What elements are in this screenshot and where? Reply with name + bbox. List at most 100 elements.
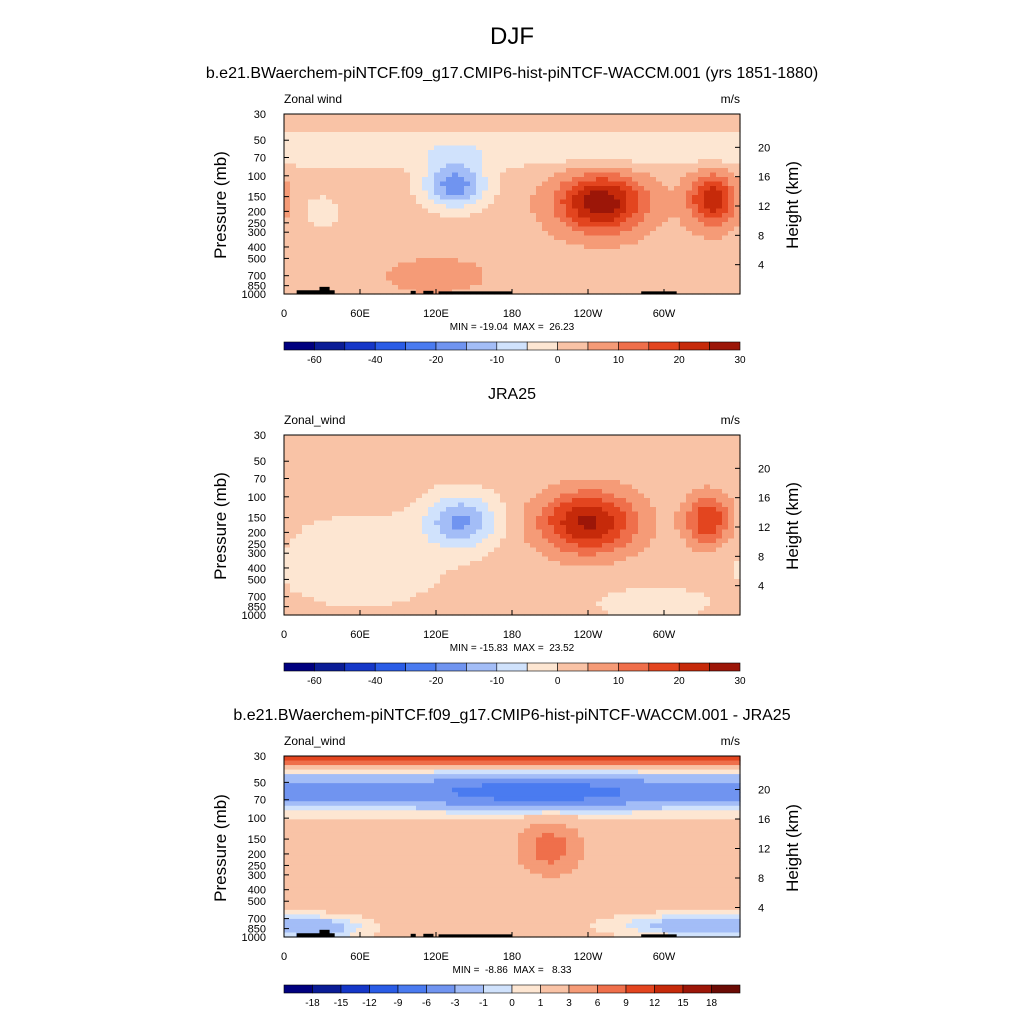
field-cell (374, 249, 381, 255)
field-cell (494, 213, 501, 219)
field-cell (314, 258, 321, 264)
field-cell (500, 444, 507, 450)
field-cell (524, 145, 531, 151)
field-cell (356, 231, 363, 237)
field-cell (452, 240, 459, 246)
field-cell (290, 565, 297, 571)
field-cell (464, 543, 471, 549)
field-cell (566, 271, 573, 277)
field-cell (476, 543, 483, 549)
field-cell (596, 154, 603, 160)
field-cell (536, 258, 543, 264)
field-cell (332, 547, 339, 553)
field-cell (476, 213, 483, 219)
field-cell (476, 235, 483, 241)
field-cell (410, 258, 417, 264)
field-cell (476, 258, 483, 264)
field-cell (296, 601, 303, 607)
field-cell (338, 195, 345, 201)
field-cell (626, 235, 633, 241)
field-cell (446, 172, 453, 178)
field-cell (716, 262, 723, 268)
field-cell (386, 583, 393, 589)
field-cell (416, 267, 423, 273)
field-cell (536, 507, 543, 513)
field-cell (728, 177, 735, 183)
field-cell (566, 235, 573, 241)
field-cell (350, 190, 357, 196)
field-cell (284, 235, 291, 241)
field-cell (476, 163, 483, 169)
panel-1: b.e21.BWaerchem-piNTCF.f09_g17.CMIP6-his… (206, 65, 818, 366)
field-cell (446, 285, 453, 291)
field-cell (416, 471, 423, 477)
field-cell (332, 267, 339, 273)
field-cell (710, 204, 717, 210)
field-cell (380, 520, 387, 526)
field-cell (452, 579, 459, 585)
field-cell (542, 145, 549, 151)
field-cell (338, 543, 345, 549)
field-cell (536, 127, 543, 133)
field-cell (362, 249, 369, 255)
field-cell (686, 208, 693, 214)
field-cell (476, 240, 483, 246)
field-cell (716, 231, 723, 237)
field-cell (314, 484, 321, 490)
field-cell (446, 448, 453, 454)
field-cell (554, 516, 561, 522)
field-cell (350, 136, 357, 142)
field-cell (386, 150, 393, 156)
field-cell (344, 525, 351, 531)
field-cell (392, 516, 399, 522)
field-cell (662, 118, 669, 124)
field-cell (440, 561, 447, 567)
field-cell (326, 502, 333, 508)
field-cell (386, 226, 393, 232)
field-cell (392, 145, 399, 151)
field-cell (320, 570, 327, 576)
field-cell (344, 276, 351, 282)
field-cell (464, 444, 471, 450)
field-cell (368, 181, 375, 187)
field-cell (284, 226, 291, 232)
field-cell (296, 489, 303, 495)
field-cell (392, 127, 399, 133)
field-cell (512, 448, 519, 454)
field-cell (494, 547, 501, 553)
field-cell (470, 448, 477, 454)
field-cell (296, 204, 303, 210)
field-cell (512, 493, 519, 499)
field-cell (452, 439, 459, 445)
field-cell (524, 258, 531, 264)
field-cell (302, 235, 309, 241)
field-cell (446, 552, 453, 558)
field-cell (524, 208, 531, 214)
field-cell (578, 226, 585, 232)
field-cell (344, 435, 351, 441)
field-cell (410, 448, 417, 454)
field-cell (710, 271, 717, 277)
field-cell (446, 208, 453, 214)
field-cell (362, 534, 369, 540)
field-cell (320, 226, 327, 232)
field-cell (326, 561, 333, 567)
field-cell (362, 208, 369, 214)
field-cell (476, 561, 483, 567)
field-cell (494, 556, 501, 562)
field-cell (506, 561, 513, 567)
field-cell (674, 136, 681, 142)
field-cell (608, 276, 615, 282)
field-cell (320, 444, 327, 450)
field-cell (410, 172, 417, 178)
field-cell (290, 204, 297, 210)
field-cell (722, 249, 729, 255)
field-cell (320, 534, 327, 540)
field-cell (650, 280, 657, 286)
field-cell (662, 114, 669, 120)
field-cell (356, 222, 363, 228)
field-cell (440, 276, 447, 282)
field-cell (374, 570, 381, 576)
field-cell (686, 195, 693, 201)
field-cell (722, 285, 729, 291)
